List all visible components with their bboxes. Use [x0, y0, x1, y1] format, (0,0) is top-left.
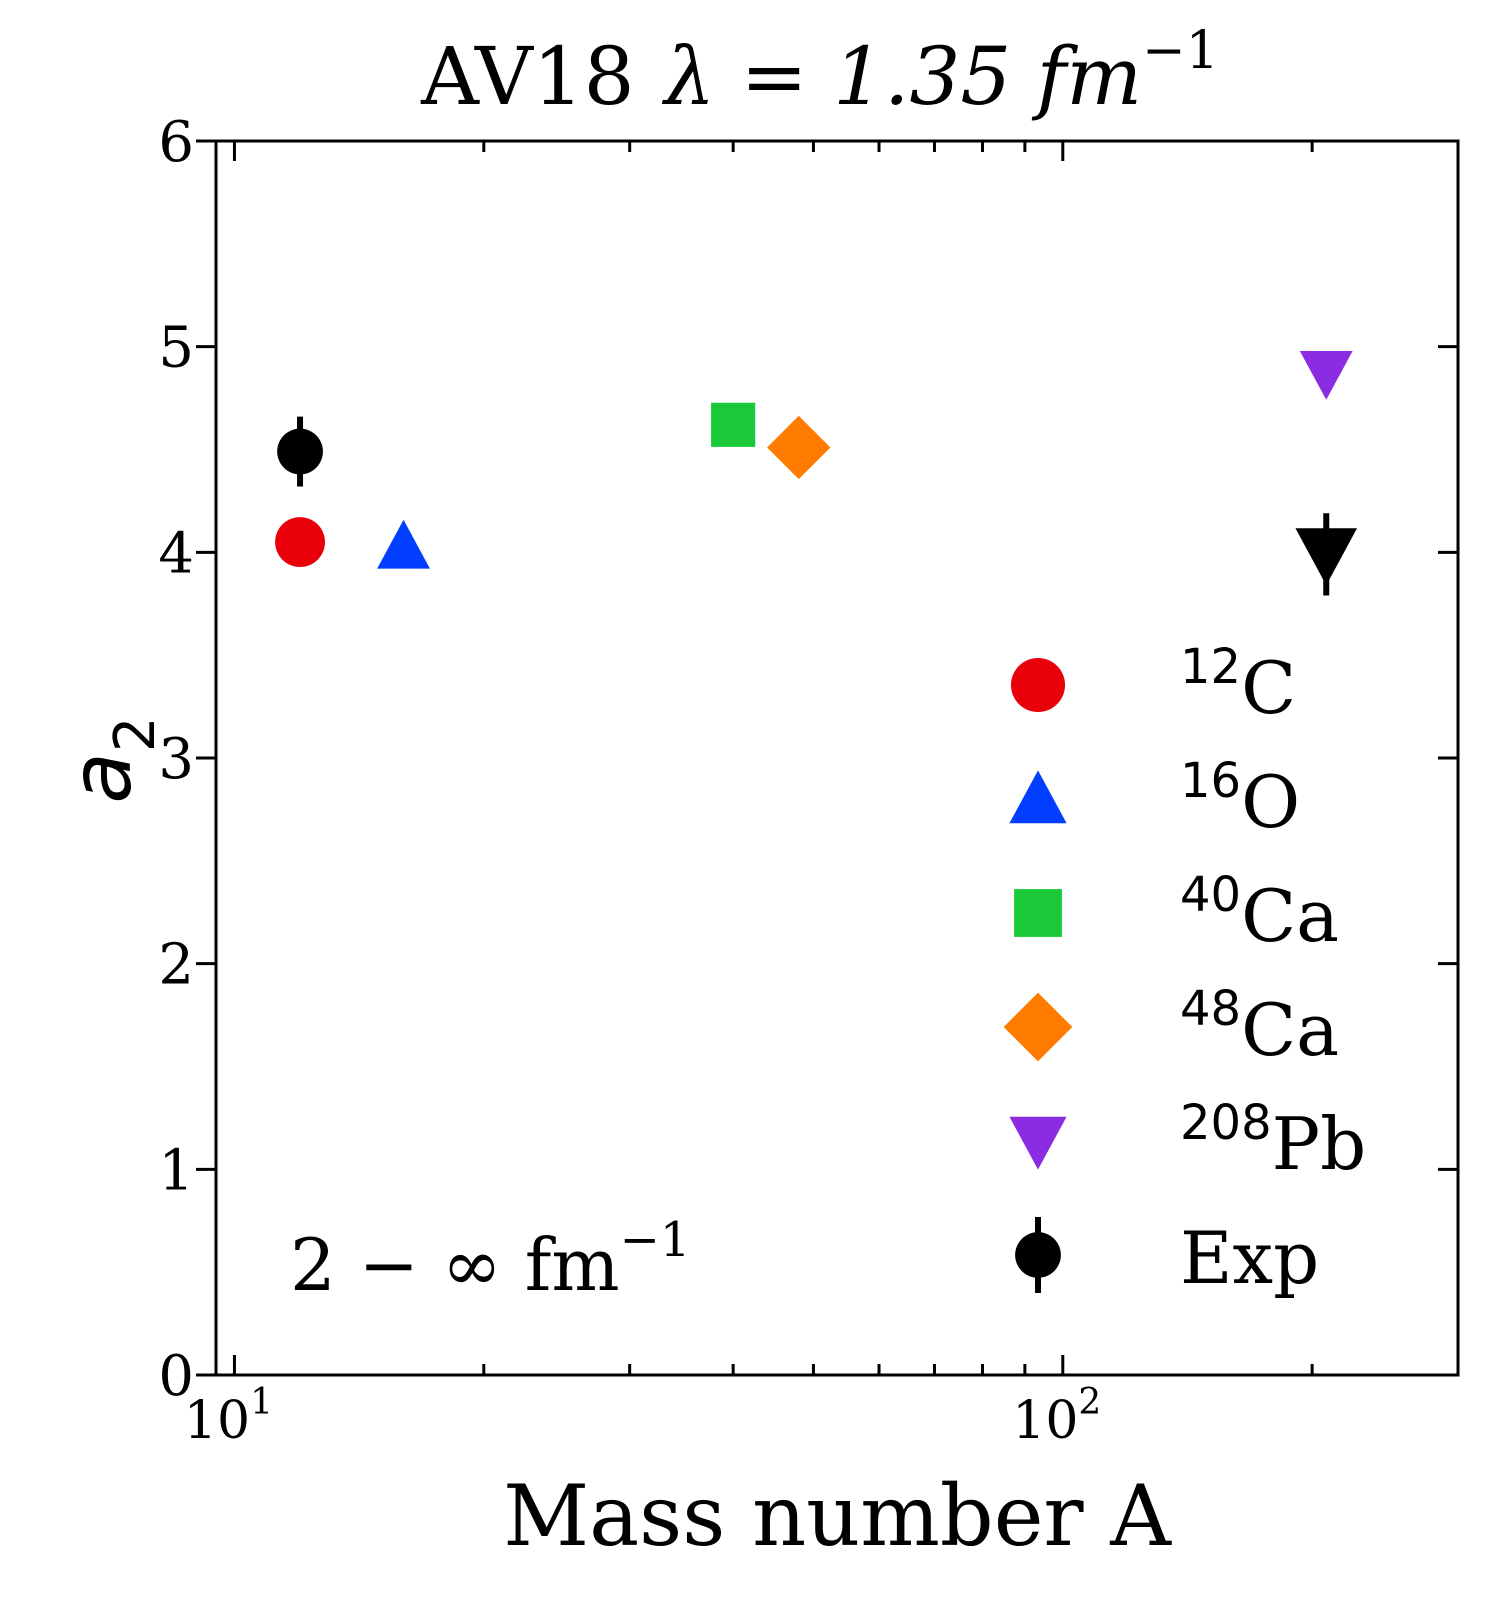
- y-tick-label: 0: [158, 1344, 194, 1409]
- legend-label: 12C: [1180, 639, 1296, 730]
- y-label-subscript: 2: [103, 716, 168, 752]
- y-axis-label: a2: [52, 716, 168, 803]
- y-tick-label: 2: [158, 933, 194, 998]
- data-point-40ca: [711, 402, 756, 447]
- legend-element: Ca: [1241, 874, 1339, 958]
- annotation-main: 2 − ∞ fm: [290, 1223, 620, 1307]
- legend-marker-40ca: [1014, 889, 1062, 937]
- y-tick-label: 5: [158, 316, 194, 381]
- legend-marker-16o: [1009, 770, 1067, 824]
- exp-data-point: [277, 428, 323, 475]
- legend-mass-number: 40: [1180, 867, 1241, 923]
- x-tick-base: 10: [184, 1391, 250, 1451]
- y-tick-label: 1: [158, 1138, 194, 1203]
- legend-mass-number: 16: [1180, 753, 1241, 809]
- plot-frame: [214, 139, 1460, 1377]
- legend-element: Ca: [1241, 988, 1339, 1072]
- y-tick-label: 4: [158, 521, 194, 586]
- y-tick-labels: 0 1 2 3 4 5 6: [158, 110, 194, 1409]
- exp-data-point: [1295, 528, 1358, 586]
- y-tick-label: 6: [158, 110, 194, 175]
- title-lambda: λ = 1.35 fm: [662, 30, 1143, 123]
- title-prefix: AV18: [420, 30, 634, 123]
- y-label-base: a: [52, 752, 150, 803]
- data-point-48ca: [767, 415, 831, 480]
- data-point-16o: [377, 519, 430, 569]
- x-axis-label: Mass number A: [503, 1467, 1172, 1565]
- legend-label: 48Ca: [1180, 981, 1339, 1072]
- x-tick-base: 10: [1012, 1391, 1078, 1451]
- legend-label: 16O: [1180, 753, 1300, 844]
- legend-element: Pb: [1272, 1102, 1367, 1186]
- chart-title: AV18 λ = 1.35 fm−1: [420, 21, 1219, 123]
- legend-mass-number: 12: [1180, 639, 1241, 695]
- data-point-208pb: [1299, 350, 1353, 400]
- x-tick-labels: 101 102: [184, 1382, 1101, 1451]
- x-tick-label: 101: [184, 1382, 273, 1451]
- legend-marker-exp: [1015, 1232, 1061, 1278]
- legend-marker-208pb: [1009, 1116, 1067, 1170]
- legend-element: O: [1241, 760, 1300, 844]
- legend-label: 40Ca: [1180, 867, 1339, 958]
- x-tick-label: 102: [1012, 1382, 1101, 1451]
- legend-marker-12c: [1010, 657, 1066, 713]
- legend-element: C: [1241, 646, 1296, 730]
- legend-label: Exp: [1180, 1216, 1319, 1300]
- x-tick-exponent: 2: [1078, 1382, 1101, 1423]
- title-superscript: −1: [1142, 21, 1219, 81]
- data-point-12c: [275, 517, 326, 568]
- x-tick-exponent: 1: [250, 1382, 273, 1423]
- y-tick-label: 3: [158, 727, 194, 792]
- legend-marker-48ca: [1003, 992, 1073, 1062]
- axis-ticks: [196, 139, 1460, 1377]
- data-points: [275, 350, 1358, 596]
- annotation-superscript: −1: [620, 1212, 691, 1268]
- legend-mass-number: 208: [1180, 1095, 1272, 1151]
- legend-label: 208Pb: [1180, 1095, 1366, 1186]
- legend-mass-number: 48: [1180, 981, 1241, 1037]
- momentum-range-annotation: 2 − ∞ fm−1: [290, 1212, 690, 1307]
